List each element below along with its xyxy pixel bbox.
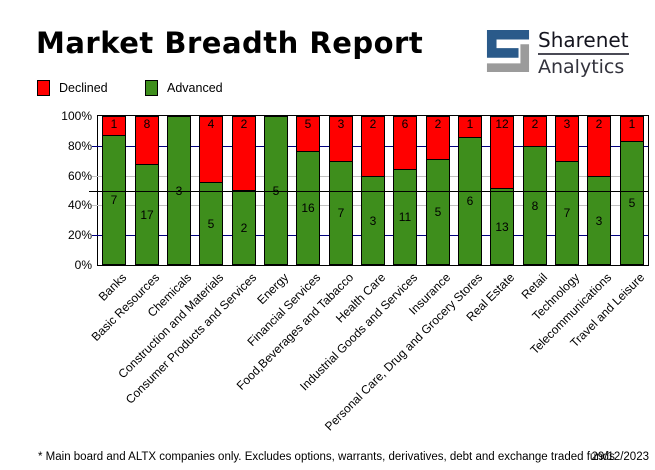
report-date: 29/12/2023 [591,451,649,463]
y-tick-label: 40% [67,198,92,212]
bar-segment-declined: 2 [426,116,450,159]
bar-segment-declined: 2 [232,116,256,190]
declined-swatch [37,79,50,96]
declined-value-label: 2 [369,117,377,131]
bar-segment-advanced: 11 [393,169,417,265]
legend-item-declined: Declined [37,79,108,96]
bar-segment-advanced: 13 [490,188,514,265]
declined-value-label: 8 [143,117,151,131]
bar-segment-advanced: 5 [620,141,644,265]
axis-tick-40 [92,205,98,206]
bar-segment-advanced: 5 [199,182,223,265]
declined-value-label: 1 [628,117,636,131]
bar-segment-advanced: 7 [102,135,126,265]
declined-value-label: 3 [563,117,571,131]
advanced-value-label: 7 [110,193,118,207]
fifty-percent-line [89,191,648,192]
page-title: Market Breadth Report [36,26,424,60]
bar-segment-declined: 3 [555,116,579,161]
declined-value-label: 3 [337,117,345,131]
bar-segment-advanced: 3 [361,176,385,265]
bar-segment-declined: 6 [393,116,417,169]
advanced-value-label: 3 [595,214,603,228]
declined-value-label: 2 [240,117,248,131]
advanced-value-label: 2 [240,221,248,235]
advanced-value-label: 8 [531,199,539,213]
bar-segment-advanced: 5 [264,116,288,265]
sharenet-logo: Sharenet Analytics [486,29,629,78]
advanced-value-label: 6 [466,194,474,208]
advanced-value-label: 11 [398,210,412,224]
footnote: * Main board and ALTX companies only. Ex… [38,451,615,463]
bar-segment-advanced: 7 [329,161,353,265]
declined-label: Declined [59,80,108,95]
logo-text: Sharenet Analytics [538,29,629,78]
bar-segment-declined: 1 [458,116,482,137]
bar-segment-advanced: 8 [523,146,547,265]
bar-segment-advanced: 7 [555,161,579,265]
axis-tick-80 [92,146,98,147]
bar-segment-advanced: 5 [426,159,450,265]
bar-segment-declined: 1 [620,116,644,141]
bar-segment-advanced: 6 [458,137,482,265]
bar-segment-declined: 3 [329,116,353,161]
declined-value-label: 12 [495,117,509,131]
declined-value-label: 1 [466,117,474,131]
bar-segment-declined: 4 [199,116,223,182]
advanced-label: Advanced [167,80,223,95]
bar-segment-advanced: 17 [135,164,159,265]
legend-item-advanced: Advanced [145,79,223,96]
declined-value-label: 2 [595,117,603,131]
bar-segment-declined: 1 [102,116,126,135]
declined-value-label: 6 [401,117,409,131]
bar-segment-declined: 8 [135,116,159,164]
y-tick-label: 80% [67,139,92,153]
chart-plot-area: 100% 80% 60% 40% 20% 0% 7 1 Banks 17 8 Basic Resour… [61,110,649,433]
bar-segment-advanced: 3 [587,176,611,265]
y-tick-label: 100% [61,109,92,123]
bar-segment-declined: 12 [490,116,514,188]
axis-tick-20 [92,235,98,236]
advanced-value-label: 5 [207,217,215,231]
declined-value-label: 2 [434,117,442,131]
bar-segment-declined: 2 [523,116,547,146]
bar-segment-advanced: 3 [167,116,191,265]
declined-value-label: 5 [304,117,312,131]
bar-segment-declined: 2 [587,116,611,176]
bar-segment-advanced: 2 [232,190,256,265]
y-tick-label: 20% [67,228,92,242]
advanced-value-label: 17 [140,208,154,222]
logo-brand: Sharenet [538,29,629,55]
bar-segment-advanced: 16 [296,151,320,265]
bar-segment-declined: 2 [361,116,385,176]
declined-value-label: 1 [110,117,118,131]
advanced-value-label: 5 [628,196,636,210]
advanced-value-label: 16 [301,201,315,215]
axis-tick-60 [92,176,98,177]
logo-subtitle: Analytics [538,56,625,78]
y-tick-label: 0% [74,258,92,272]
advanced-value-label: 7 [337,206,345,220]
advanced-value-label: 5 [434,205,442,219]
advanced-value-label: 13 [495,220,509,234]
sharenet-logo-icon [486,29,530,73]
advanced-value-label: 3 [369,214,377,228]
advanced-swatch [145,79,158,96]
y-tick-label: 60% [67,169,92,183]
declined-value-label: 2 [531,117,539,131]
advanced-value-label: 7 [563,206,571,220]
declined-value-label: 4 [207,117,215,131]
bar-segment-declined: 5 [296,116,320,151]
